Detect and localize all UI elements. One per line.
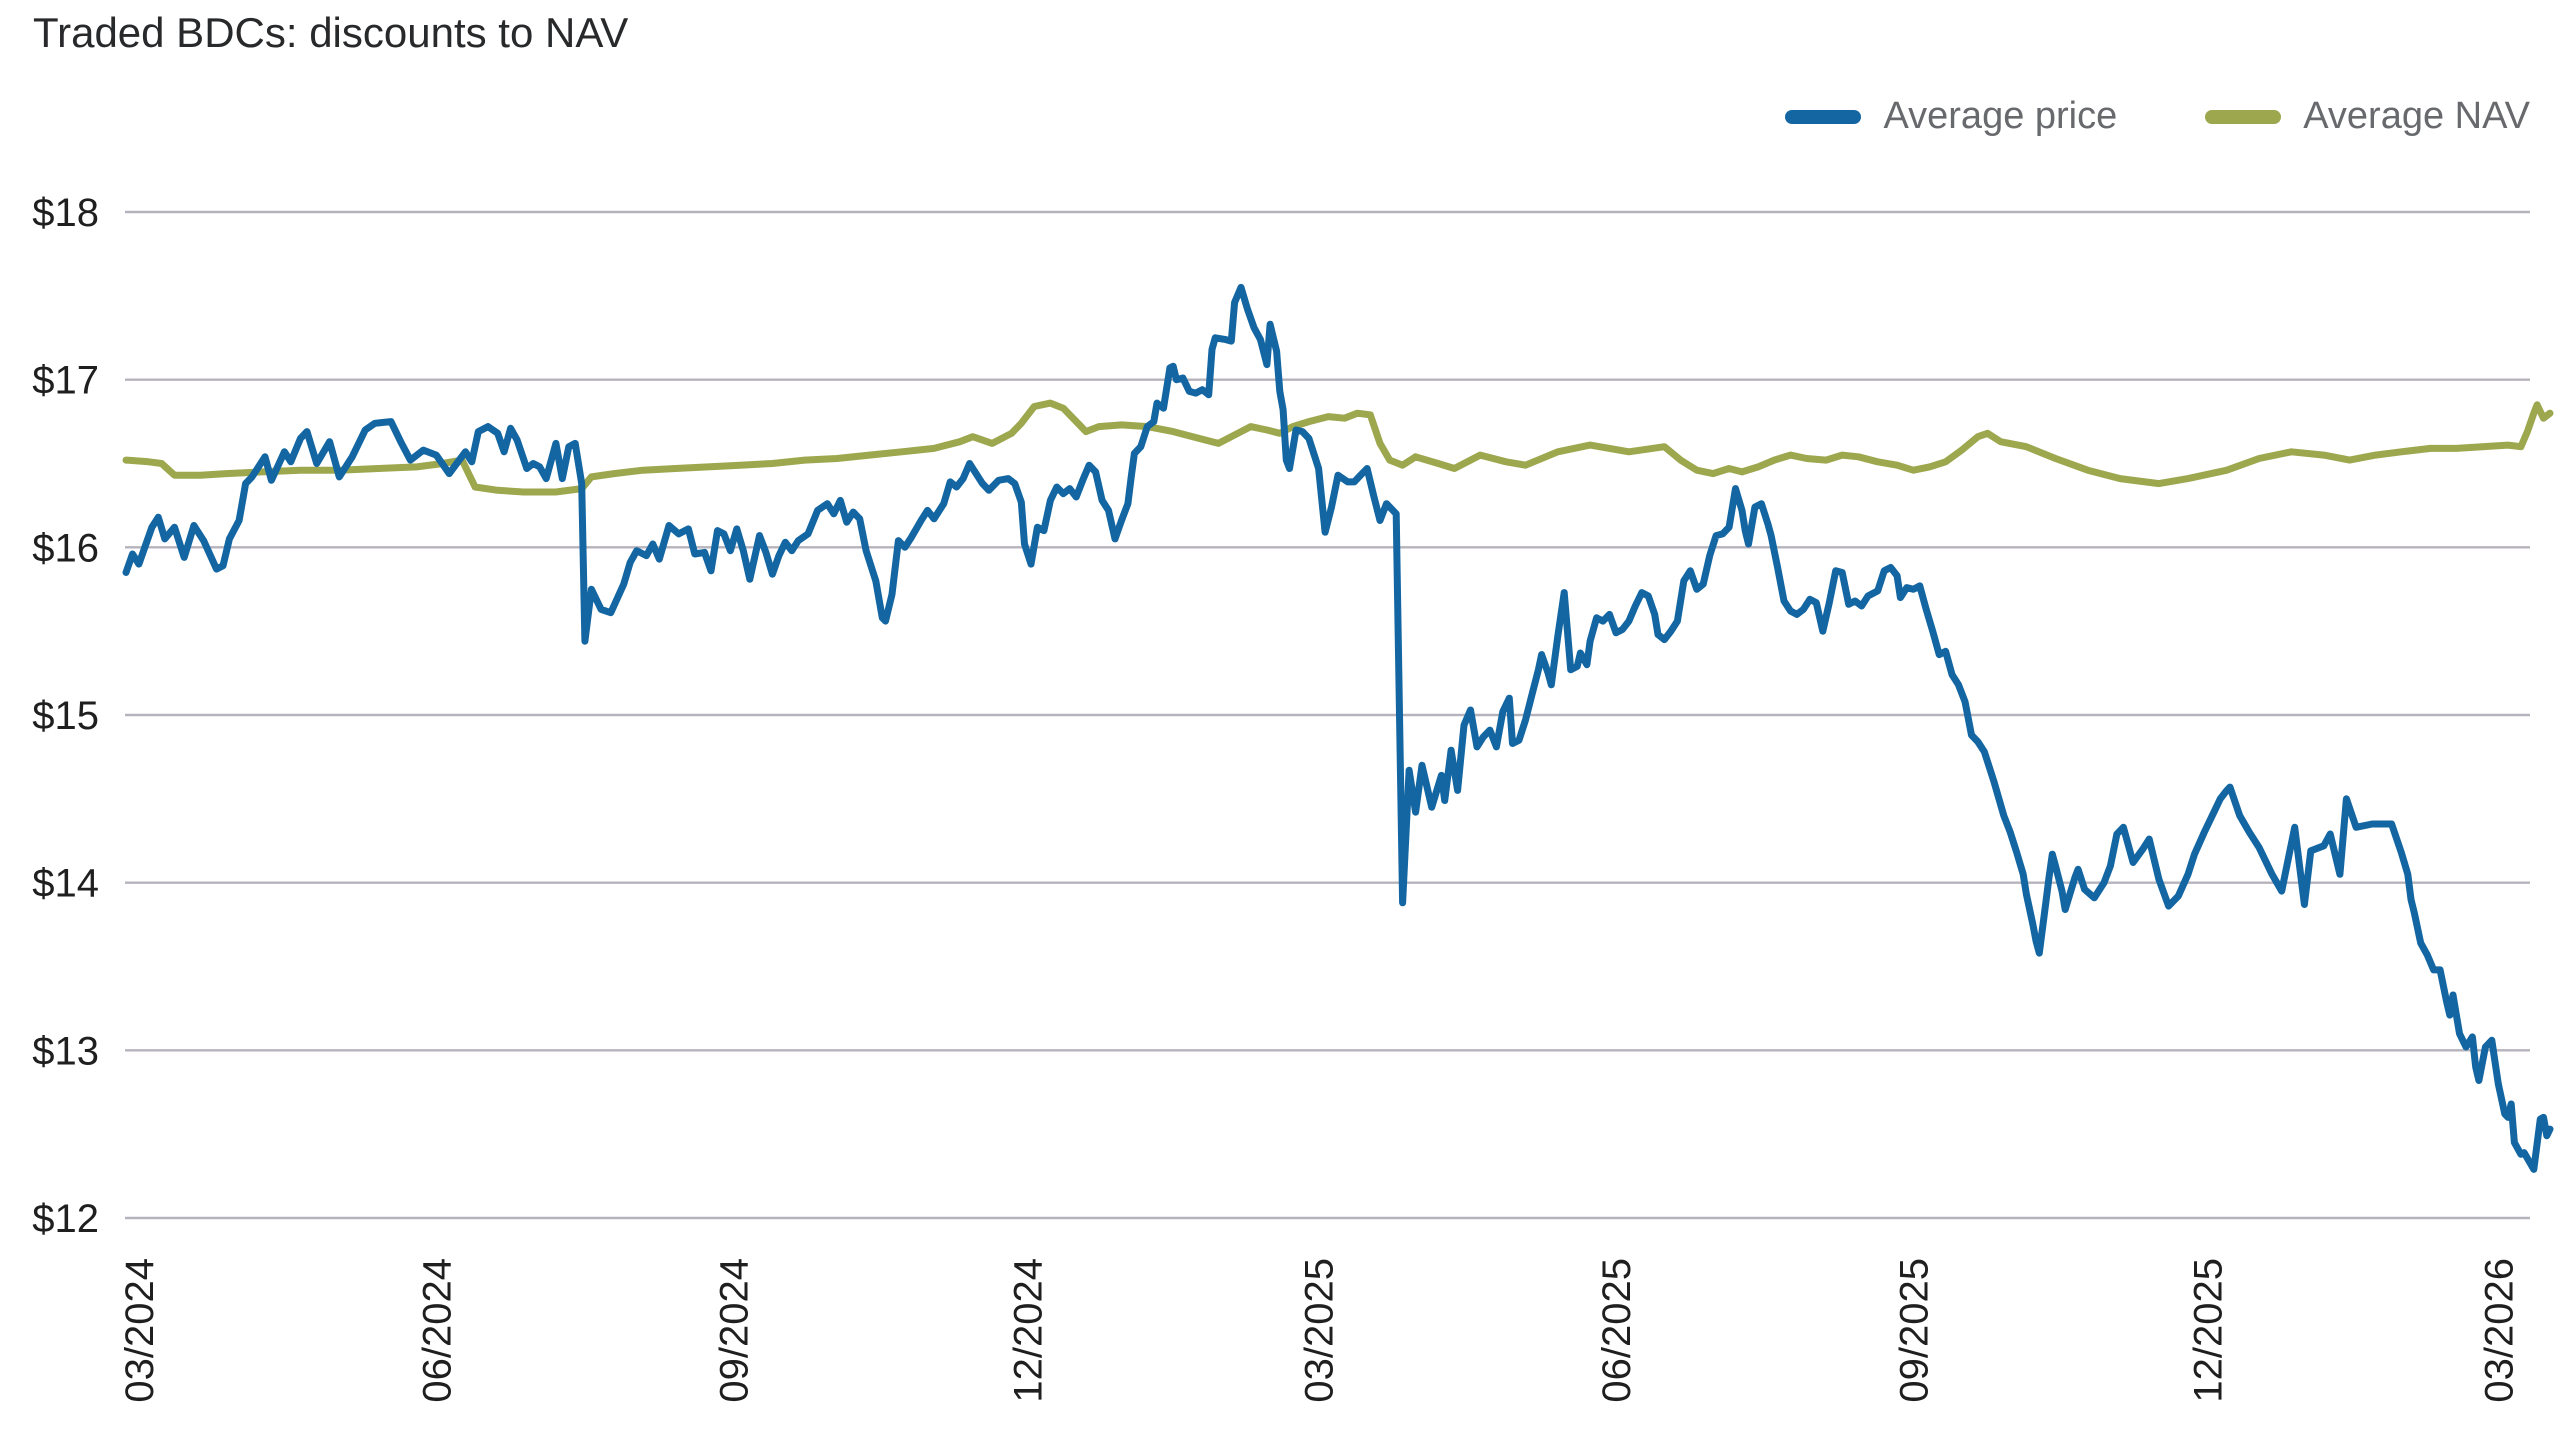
series-line-average-nav <box>122 399 2554 496</box>
y-tick-label: $14 <box>32 862 99 906</box>
x-tick-label: 03/2026 <box>2477 1258 2521 1403</box>
x-tick-label: 12/2025 <box>2186 1258 2230 1403</box>
y-tick-label: $13 <box>32 1029 99 1073</box>
x-tick-label: 06/2025 <box>1595 1258 1639 1403</box>
legend-item-average-nav: Average NAV <box>2205 95 2530 138</box>
x-tick-label: 03/2024 <box>118 1258 162 1403</box>
y-tick-label: $16 <box>32 526 99 570</box>
x-tick-label: 06/2024 <box>415 1258 459 1403</box>
y-tick-label: $12 <box>32 1197 99 1241</box>
y-tick-label: $17 <box>32 359 99 403</box>
chart-title: Traded BDCs: discounts to NAV <box>33 9 629 56</box>
y-tick-label: $15 <box>32 694 99 738</box>
legend-swatch-average-price-icon <box>1785 109 1862 124</box>
x-tick-label: 09/2025 <box>1892 1258 1936 1403</box>
x-tick-label: 12/2024 <box>1007 1258 1051 1403</box>
legend-label-average-nav: Average NAV <box>2303 95 2530 137</box>
legend-label-average-price: Average price <box>1883 95 2118 137</box>
legend-item-average-price: Average price <box>1785 95 2117 138</box>
x-tick-label: 09/2024 <box>713 1258 757 1403</box>
legend: Average price Average NAV <box>1785 95 2530 138</box>
y-tick-label: $18 <box>32 191 99 235</box>
legend-swatch-average-nav-icon <box>2205 109 2282 124</box>
x-tick-label: 03/2025 <box>1298 1258 1342 1403</box>
series-line-average-price <box>122 283 2554 1173</box>
